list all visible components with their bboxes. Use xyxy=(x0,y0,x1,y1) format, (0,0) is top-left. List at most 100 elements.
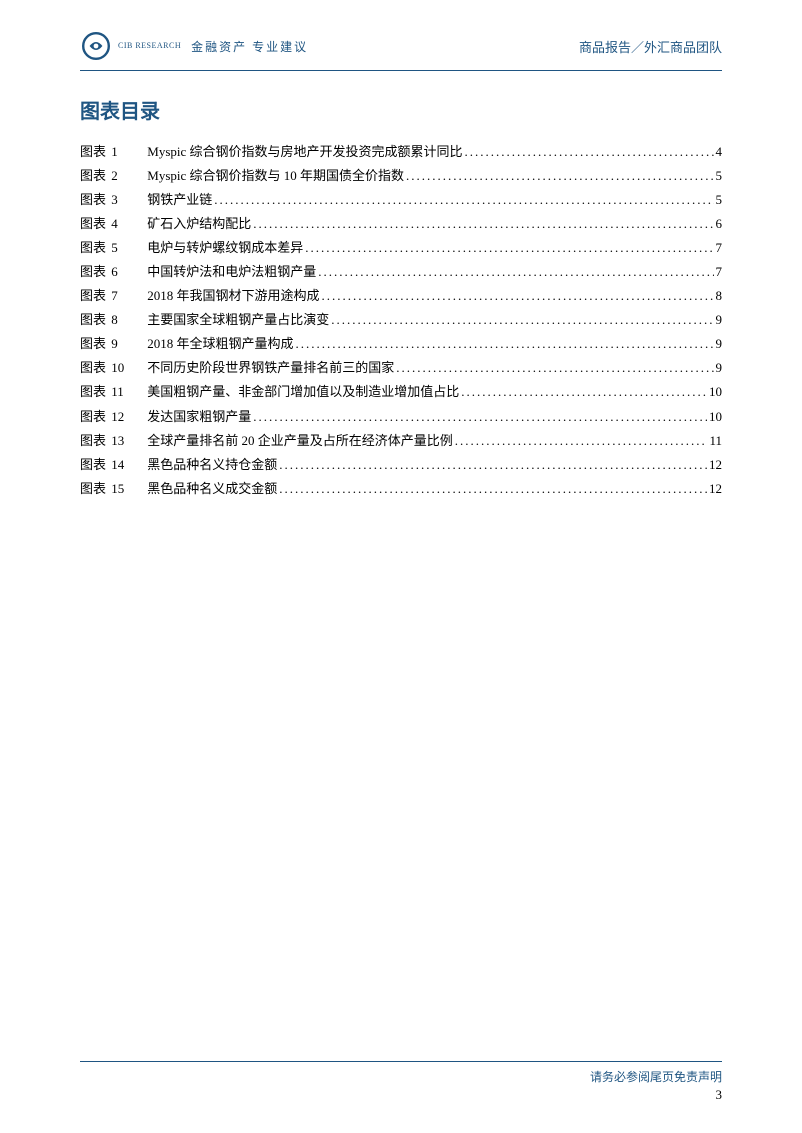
toc-item: 图表 11美国粗钢产量、非金部门增加值以及制造业增加值占比 10 xyxy=(80,380,722,404)
toc-item-text: 发达国家粗钢产量 xyxy=(135,405,251,429)
toc-item: 图表 14黑色品种名义持仓金额 12 xyxy=(80,453,722,477)
footer-disclaimer: 请务必参阅尾页免责声明 xyxy=(80,1068,722,1085)
toc-item-page: 9 xyxy=(714,332,723,356)
toc-item-leader-dots xyxy=(251,212,713,236)
toc-item: 图表 15黑色品种名义成交金额 12 xyxy=(80,477,722,501)
toc-item-page: 9 xyxy=(714,356,723,380)
toc-item-text: 2018 年我国钢材下游用途构成 xyxy=(135,284,319,308)
toc-item-text: 钢铁产业链 xyxy=(135,188,212,212)
toc-item-leader-dots xyxy=(316,260,713,284)
toc-item-text: 全球产量排名前 20 企业产量及占所在经济体产量比例 xyxy=(135,429,453,453)
toc-item-page: 9 xyxy=(714,308,723,332)
toc-item-number: 14 xyxy=(109,453,135,477)
toc-item-label: 图表 13 xyxy=(80,429,135,453)
toc-item-page: 5 xyxy=(714,188,723,212)
toc-item: 图表 4矿石入炉结构配比 6 xyxy=(80,212,722,236)
toc-item-leader-dots xyxy=(404,164,713,188)
toc-item-leader-dots xyxy=(303,236,713,260)
toc-item-label: 图表 1 xyxy=(80,140,135,164)
toc-item-page: 12 xyxy=(707,453,722,477)
toc-item-label: 图表 14 xyxy=(80,453,135,477)
logo-tagline: 金融资产 专业建议 xyxy=(191,38,308,55)
toc-item-number: 5 xyxy=(109,236,135,260)
toc-item-label: 图表 9 xyxy=(80,332,135,356)
toc-item: 图表 92018 年全球粗钢产量构成9 xyxy=(80,332,722,356)
toc-item-page: 6 xyxy=(714,212,723,236)
toc-item-page: 10 xyxy=(707,405,722,429)
company-logo-icon xyxy=(80,30,112,62)
toc-item-page: 8 xyxy=(714,284,723,308)
toc-item-page: 4 xyxy=(714,140,723,164)
toc-item-leader-dots xyxy=(320,284,714,308)
toc-item-number: 7 xyxy=(109,284,135,308)
toc-item-label: 图表 7 xyxy=(80,284,135,308)
toc-item-leader-dots xyxy=(294,332,714,356)
toc-item-text: 主要国家全球粗钢产量占比演变 xyxy=(135,308,329,332)
page-footer: 请务必参阅尾页免责声明 3 xyxy=(80,1061,722,1103)
toc-item-leader-dots xyxy=(329,308,713,332)
toc-item-number: 6 xyxy=(109,260,135,284)
toc-item-number: 15 xyxy=(109,477,135,501)
toc-item-number: 11 xyxy=(109,380,135,404)
toc-item-page: 7 xyxy=(714,236,723,260)
toc-item-leader-dots xyxy=(277,477,707,501)
toc-item-text: 不同历史阶段世界钢铁产量排名前三的国家 xyxy=(135,356,394,380)
toc-item: 图表 72018 年我国钢材下游用途构成 8 xyxy=(80,284,722,308)
toc-item: 图表 10不同历史阶段世界钢铁产量排名前三的国家 9 xyxy=(80,356,722,380)
toc-item-text: 黑色品种名义成交金额 xyxy=(135,477,277,501)
toc-item: 图表 13全球产量排名前 20 企业产量及占所在经济体产量比例 11 xyxy=(80,429,722,453)
logo-text-block: CIB RESEARCH xyxy=(118,42,181,51)
toc-item: 图表 1Myspic 综合钢价指数与房地产开发投资完成额累计同比 4 xyxy=(80,140,722,164)
toc-item: 图表 12发达国家粗钢产量 10 xyxy=(80,405,722,429)
toc-item-label: 图表 11 xyxy=(80,380,135,404)
toc-item-leader-dots xyxy=(459,380,707,404)
toc-item-leader-dots xyxy=(212,188,713,212)
toc-item-text: Myspic 综合钢价指数与房地产开发投资完成额累计同比 xyxy=(135,140,462,164)
header-right-text: 商品报告／外汇商品团队 xyxy=(579,37,722,56)
toc-item-number: 9 xyxy=(109,332,135,356)
toc-item-label: 图表 5 xyxy=(80,236,135,260)
toc-item-text: 电炉与转炉螺纹钢成本差异 xyxy=(135,236,303,260)
toc-item-label: 图表 3 xyxy=(80,188,135,212)
document-page: CIB RESEARCH 金融资产 专业建议 商品报告／外汇商品团队 图表目录 … xyxy=(0,0,802,1133)
logo-area: CIB RESEARCH 金融资产 专业建议 xyxy=(80,30,308,62)
toc-item-text: 中国转炉法和电炉法粗钢产量 xyxy=(135,260,316,284)
toc-item-text: 2018 年全球粗钢产量构成 xyxy=(135,332,293,356)
toc-item-leader-dots xyxy=(453,429,708,453)
toc-item-number: 3 xyxy=(109,188,135,212)
page-header: CIB RESEARCH 金融资产 专业建议 商品报告／外汇商品团队 xyxy=(80,30,722,71)
toc-item-page: 12 xyxy=(707,477,722,501)
toc-item-number: 12 xyxy=(109,405,135,429)
toc-item-label: 图表 10 xyxy=(80,356,135,380)
toc-item-text: 矿石入炉结构配比 xyxy=(135,212,251,236)
toc-item-page: 7 xyxy=(714,260,723,284)
logo-subtitle: CIB RESEARCH xyxy=(118,42,181,51)
toc-item-number: 13 xyxy=(109,429,135,453)
toc-item-label: 图表 4 xyxy=(80,212,135,236)
footer-page-number: 3 xyxy=(80,1087,722,1103)
toc-item-leader-dots xyxy=(394,356,713,380)
toc-item-leader-dots xyxy=(251,405,707,429)
toc-item-page: 5 xyxy=(714,164,723,188)
toc-item-label: 图表 15 xyxy=(80,477,135,501)
toc-item-leader-dots xyxy=(463,140,714,164)
toc-item-leader-dots xyxy=(277,453,707,477)
toc-item-text: Myspic 综合钢价指数与 10 年期国债全价指数 xyxy=(135,164,404,188)
toc-item: 图表 6中国转炉法和电炉法粗钢产量 7 xyxy=(80,260,722,284)
toc-item-number: 1 xyxy=(109,140,135,164)
toc-item-page: 11 xyxy=(707,429,722,453)
toc-item-number: 4 xyxy=(109,212,135,236)
toc-item-number: 10 xyxy=(109,356,135,380)
toc-item: 图表 8主要国家全球粗钢产量占比演变 9 xyxy=(80,308,722,332)
toc-item-label: 图表 6 xyxy=(80,260,135,284)
toc-item: 图表 5电炉与转炉螺纹钢成本差异 7 xyxy=(80,236,722,260)
toc-item-label: 图表 12 xyxy=(80,405,135,429)
toc-item-label: 图表 8 xyxy=(80,308,135,332)
toc-item-text: 美国粗钢产量、非金部门增加值以及制造业增加值占比 xyxy=(135,380,459,404)
toc-item-text: 黑色品种名义持仓金额 xyxy=(135,453,277,477)
toc-list: 图表 1Myspic 综合钢价指数与房地产开发投资完成额累计同比4图表 2Mys… xyxy=(80,140,722,501)
toc-item: 图表 2Myspic 综合钢价指数与 10 年期国债全价指数 5 xyxy=(80,164,722,188)
toc-item-label: 图表 2 xyxy=(80,164,135,188)
toc-item-page: 10 xyxy=(707,380,722,404)
toc-title: 图表目录 xyxy=(80,95,722,124)
